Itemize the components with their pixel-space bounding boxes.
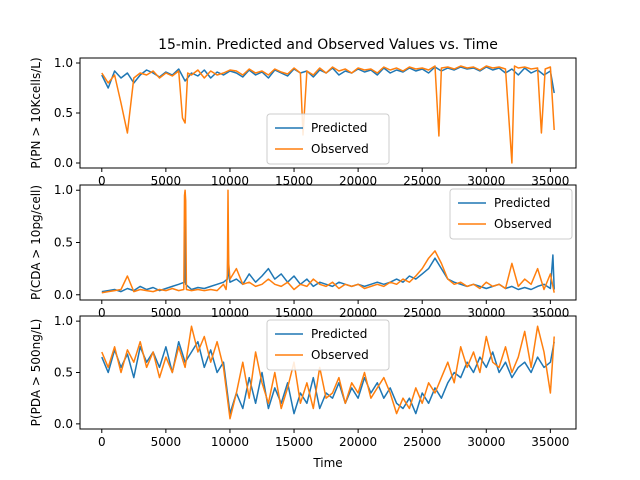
x-tick-label: 25000 bbox=[403, 435, 441, 449]
x-tick-label: 30000 bbox=[467, 435, 505, 449]
y-tick-label: 0.5 bbox=[54, 366, 73, 380]
y-tick-label: 1.0 bbox=[54, 183, 73, 197]
x-tick-label: 5000 bbox=[151, 306, 182, 320]
x-tick-label: 25000 bbox=[403, 174, 441, 188]
legend-frame bbox=[449, 188, 573, 240]
x-tick-label: 20000 bbox=[339, 306, 377, 320]
x-tick-label: 0 bbox=[98, 306, 106, 320]
x-tick-label: 0 bbox=[98, 435, 106, 449]
chart-panels: 0 5000 10000 15000 20000 25000 30000 35000 0.0 0.… bbox=[29, 56, 577, 449]
legend: Predicted Observed bbox=[266, 319, 390, 371]
y-tick-label: 1.0 bbox=[54, 314, 73, 328]
legend-label-observed: Observed bbox=[311, 142, 369, 156]
chart-title: 15-min. Predicted and Observed Values vs… bbox=[158, 37, 498, 53]
legend-label-observed: Observed bbox=[311, 348, 369, 362]
x-axis-title: Time bbox=[312, 456, 342, 470]
x-tick-label: 15000 bbox=[275, 306, 313, 320]
series-observed-line bbox=[101, 189, 555, 294]
x-tick-label: 20000 bbox=[339, 174, 377, 188]
x-tick-label: 35000 bbox=[531, 435, 569, 449]
x-tick-label: 25000 bbox=[403, 306, 441, 320]
series-observed-line bbox=[101, 65, 555, 164]
x-tick-label: 20000 bbox=[339, 435, 377, 449]
x-tick-label: 10000 bbox=[211, 306, 249, 320]
y-axis-title: P(CDA > 10pg/cell) bbox=[29, 185, 43, 300]
x-tick-label: 10000 bbox=[211, 435, 249, 449]
panel-2: 0 5000 10000 15000 20000 25000 30000 35000 0.0 0.… bbox=[29, 183, 577, 320]
y-tick-label: 0.0 bbox=[54, 156, 73, 170]
legend: Predicted Observed bbox=[449, 188, 573, 240]
y-tick-label: 1.0 bbox=[54, 56, 73, 70]
legend-frame bbox=[266, 113, 390, 165]
x-tick-label: 5000 bbox=[151, 174, 182, 188]
y-axis-title: P(PDA > 500ng/L) bbox=[29, 319, 43, 427]
x-tick-label: 15000 bbox=[275, 435, 313, 449]
x-tick-label: 35000 bbox=[531, 306, 569, 320]
legend: Predicted Observed bbox=[266, 113, 390, 165]
legend-label-predicted: Predicted bbox=[311, 121, 367, 135]
panel-3: 0 5000 10000 15000 20000 25000 30000 35000 0.0 0.… bbox=[29, 314, 577, 449]
x-tick-label: 15000 bbox=[275, 174, 313, 188]
y-tick-label: 0.0 bbox=[54, 417, 73, 431]
legend-label-predicted: Predicted bbox=[494, 196, 550, 210]
y-tick-label: 0.0 bbox=[54, 288, 73, 302]
legend-frame bbox=[266, 319, 390, 371]
legend-label-observed: Observed bbox=[494, 217, 552, 231]
y-tick-label: 0.5 bbox=[54, 236, 73, 250]
x-tick-label: 5000 bbox=[151, 435, 182, 449]
x-tick-label: 35000 bbox=[531, 174, 569, 188]
x-tick-label: 30000 bbox=[467, 174, 505, 188]
x-tick-label: 0 bbox=[98, 174, 106, 188]
legend-label-predicted: Predicted bbox=[311, 327, 367, 341]
y-tick-label: 0.5 bbox=[54, 106, 73, 120]
x-tick-label: 10000 bbox=[211, 174, 249, 188]
y-axis-title: P(PN > 10Kcells/L) bbox=[29, 57, 43, 168]
series-observed-line bbox=[101, 325, 555, 420]
x-tick-label: 30000 bbox=[467, 306, 505, 320]
